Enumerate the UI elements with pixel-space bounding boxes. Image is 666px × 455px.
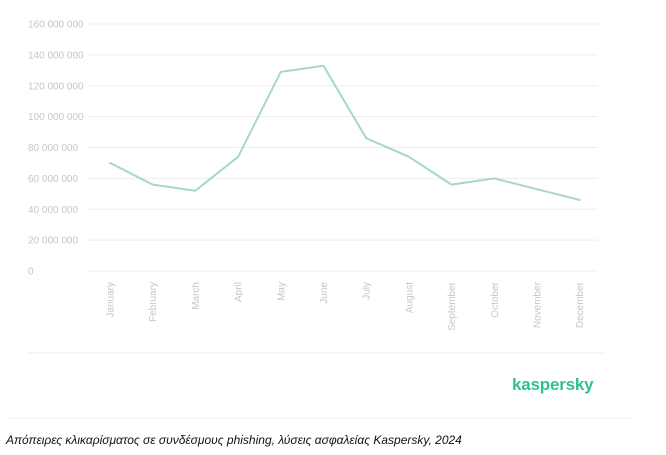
x-tick-label: July (362, 282, 373, 300)
x-tick-label: January (106, 282, 117, 318)
x-tick-label: June (319, 282, 330, 304)
y-tick-label: 20 000 000 (28, 236, 78, 247)
x-tick-label: April (234, 282, 245, 302)
x-axis-ticks: January February March April May June July Augu… (106, 281, 587, 331)
x-tick-label: May (276, 282, 287, 301)
y-tick-label: 80 000 000 (28, 143, 78, 154)
y-tick-label: 120 000 000 (28, 81, 84, 92)
x-tick-label: September (447, 281, 458, 331)
x-tick-label: March (191, 282, 202, 310)
y-tick-label: 140 000 000 (28, 50, 84, 61)
x-tick-label: November (533, 281, 544, 328)
y-tick-label: 0 (28, 267, 34, 278)
figure-caption: Απόπειρες κλικαρίσματος σε συνδέσμους ph… (6, 433, 462, 447)
x-tick-label: February (148, 282, 159, 322)
y-tick-label: 100 000 000 (28, 112, 84, 123)
y-tick-label: 160 000 000 (28, 20, 84, 31)
x-tick-label: October (490, 281, 501, 317)
x-tick-label: August (404, 282, 415, 313)
y-tick-label: 60 000 000 (28, 174, 78, 185)
gridlines (88, 23, 598, 272)
x-tick-label: December (575, 281, 586, 328)
y-tick-label: 40 000 000 (28, 205, 78, 216)
series-line (109, 64, 581, 201)
kaspersky-logo: kaspersky (512, 375, 594, 394)
y-axis-ticks: 0 20 000 000 40 000 000 60 000 000 80 000 00… (28, 20, 84, 278)
